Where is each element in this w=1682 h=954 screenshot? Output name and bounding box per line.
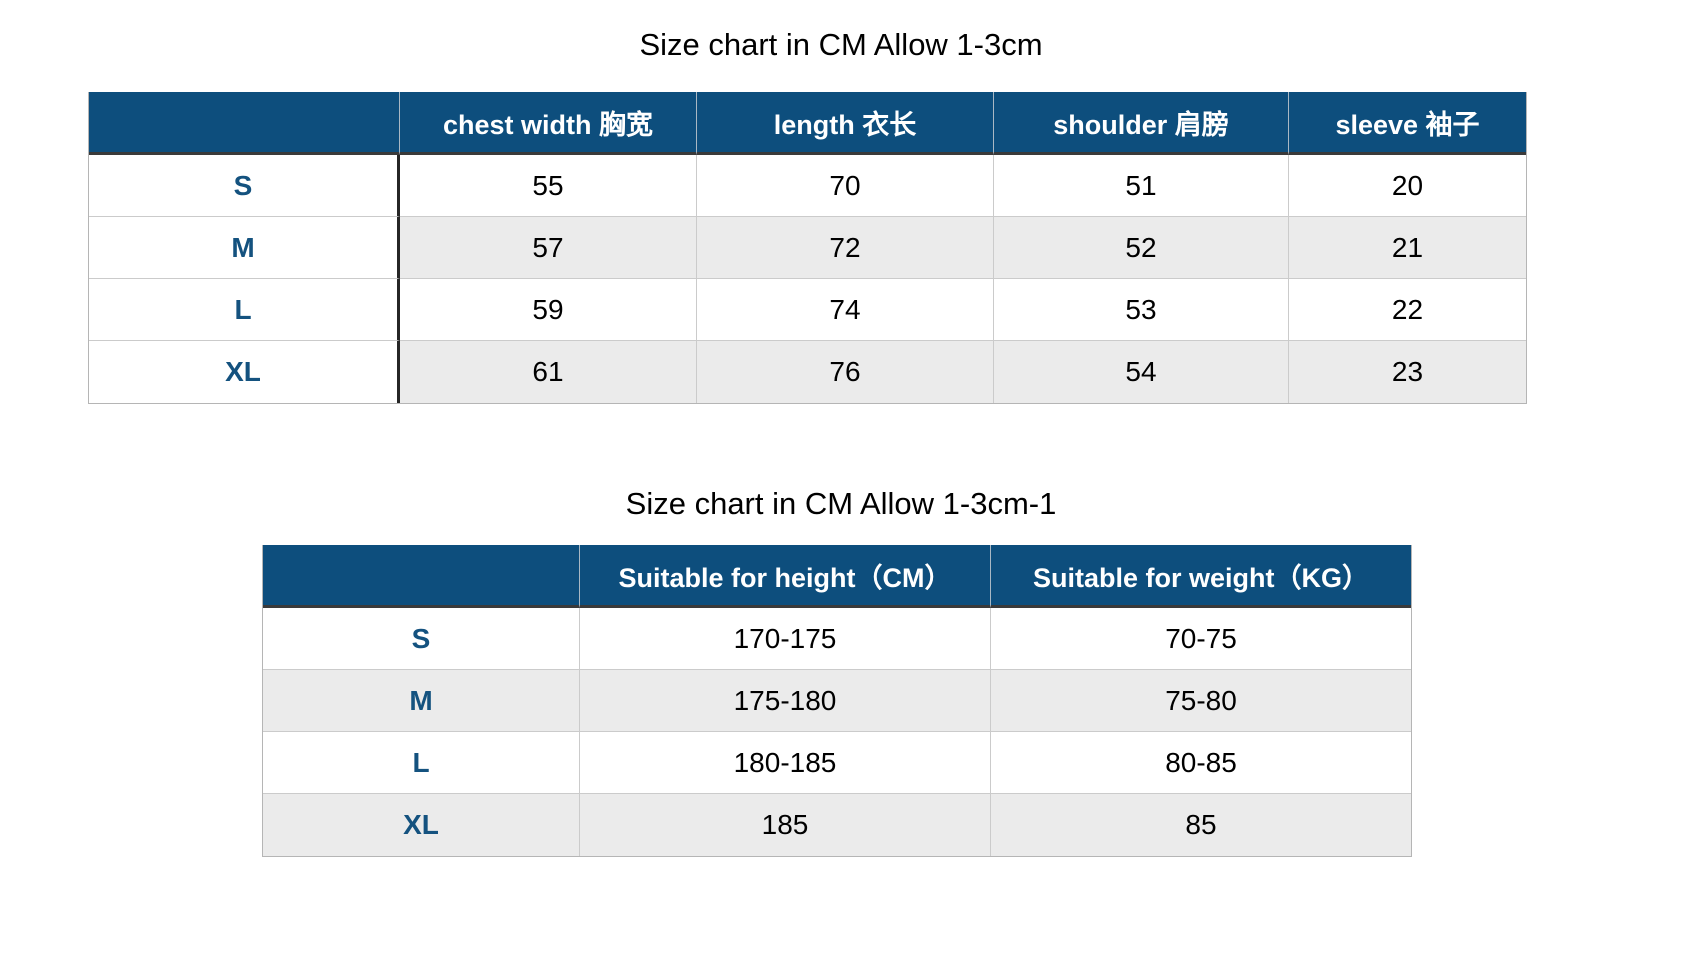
size-chart-title-2: Size chart in CM Allow 1-3cm-1	[625, 486, 1057, 521]
cell-value: 55	[400, 155, 697, 217]
cell-value: 76	[697, 341, 994, 403]
cell-value: 70-75	[991, 608, 1411, 670]
cell-value: 23	[1289, 341, 1526, 403]
cell-value: 185	[580, 794, 991, 856]
table2-row-label-s: S	[263, 608, 580, 670]
cell-value: 51	[994, 155, 1289, 217]
cell-value: 70	[697, 155, 994, 217]
table2-row-label-xl: XL	[263, 794, 580, 856]
cell-value: 20	[1289, 155, 1526, 217]
cell-value: 72	[697, 217, 994, 279]
cell-value: 180-185	[580, 732, 991, 794]
table1-row-label-xl: XL	[89, 341, 400, 403]
cell-value: 21	[1289, 217, 1526, 279]
cell-value: 75-80	[991, 670, 1411, 732]
table2-row-label-l: L	[263, 732, 580, 794]
table1-row-label-l: L	[89, 279, 400, 341]
cell-value: 61	[400, 341, 697, 403]
cell-value: 53	[994, 279, 1289, 341]
table1-row-label-m: M	[89, 217, 400, 279]
table1-header-sleeve: sleeve 袖子	[1289, 92, 1526, 155]
cell-value: 175-180	[580, 670, 991, 732]
cell-value: 74	[697, 279, 994, 341]
table2-header-height: Suitable for height（CM）	[580, 545, 991, 608]
cell-value: 22	[1289, 279, 1526, 341]
cell-value: 52	[994, 217, 1289, 279]
cell-value: 170-175	[580, 608, 991, 670]
cell-value: 57	[400, 217, 697, 279]
table2-header-empty	[263, 545, 580, 608]
table1-header-chest-width: chest width 胸宽	[400, 92, 697, 155]
table1-header-empty	[89, 92, 400, 155]
size-chart-title-1: Size chart in CM Allow 1-3cm	[639, 27, 1043, 62]
size-chart-table-2: Suitable for height（CM） Suitable for wei…	[262, 545, 1412, 857]
table1-row-label-s: S	[89, 155, 400, 217]
cell-value: 54	[994, 341, 1289, 403]
cell-value: 80-85	[991, 732, 1411, 794]
table2-row-label-m: M	[263, 670, 580, 732]
table1-header-shoulder: shoulder 肩膀	[994, 92, 1289, 155]
table2-header-weight: Suitable for weight（KG）	[991, 545, 1411, 608]
size-chart-table-1: chest width 胸宽 length 衣长 shoulder 肩膀 sle…	[88, 92, 1527, 404]
cell-value: 85	[991, 794, 1411, 856]
table1-header-length: length 衣长	[697, 92, 994, 155]
cell-value: 59	[400, 279, 697, 341]
